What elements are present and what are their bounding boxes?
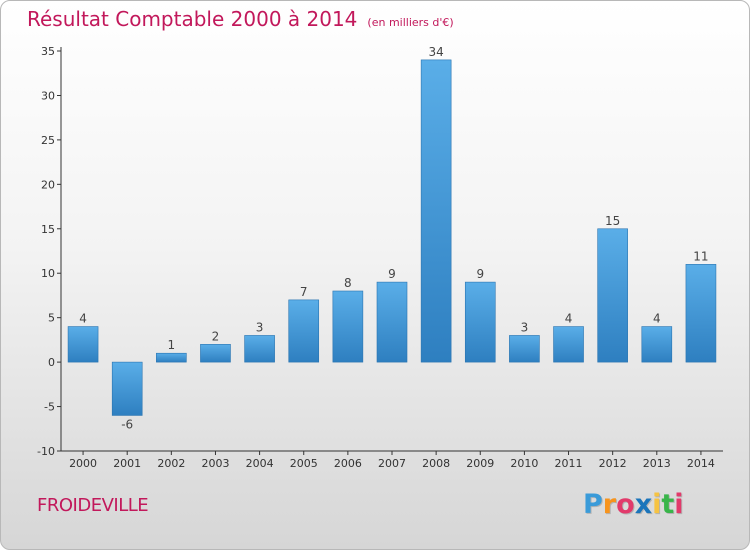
bar [156, 352, 187, 363]
x-tick-label: 2012 [599, 457, 627, 470]
x-tick-label: 2003 [201, 457, 229, 470]
y-axis: -10 -5 0 5 10 15 20 25 30 35 [37, 45, 62, 458]
data-label: -6 [121, 417, 133, 431]
data-label: 1 [168, 338, 176, 352]
data-label: 3 [256, 320, 264, 334]
y-tick-label: 10 [41, 267, 55, 280]
commune-name: FROIDEVILLE [37, 495, 149, 516]
chart-subtitle: (en milliers d'€) [367, 16, 454, 29]
y-tick-label: 0 [48, 356, 55, 369]
bar [332, 290, 364, 363]
bar [509, 335, 540, 363]
bar [420, 59, 452, 363]
x-tick-label: 2005 [290, 457, 318, 470]
data-label: 4 [653, 312, 661, 326]
x-tick-label: 2011 [555, 457, 583, 470]
logo-letter: r [602, 489, 617, 520]
bar [288, 299, 320, 363]
x-tick-label: 2000 [69, 457, 97, 470]
x-tick-label: 2006 [334, 457, 362, 470]
data-label: 4 [79, 312, 87, 326]
chart-title: Résultat Comptable 2000 à 2014 (en millie… [27, 7, 454, 31]
logo-letter: P [583, 489, 603, 520]
logo-letter: x [634, 489, 653, 520]
logo-letter: i [674, 489, 684, 520]
data-label: 11 [693, 249, 708, 263]
bar [376, 281, 408, 363]
data-label: 15 [605, 214, 620, 228]
y-tick-label: -10 [37, 445, 55, 458]
x-tick-label: 2014 [687, 457, 715, 470]
x-tick-label: 2002 [157, 457, 185, 470]
data-label: 3 [521, 320, 529, 334]
logo-letter: t [661, 489, 675, 520]
x-tick-label: 2004 [246, 457, 274, 470]
y-tick-label: 5 [48, 312, 55, 325]
bar [641, 326, 673, 363]
bar [597, 228, 628, 363]
data-label: 7 [300, 285, 308, 299]
x-tick-label: 2007 [378, 457, 406, 470]
data-label: 4 [565, 312, 573, 326]
proxiti-logo[interactable]: Proxiti [583, 489, 684, 520]
data-label: 8 [344, 276, 352, 290]
data-label: 34 [428, 45, 443, 59]
x-axis: 2000 2001 2002 2003 2004 2005 2006 2007 2008 2009… [61, 450, 723, 470]
bar [111, 361, 143, 416]
data-label: 9 [388, 267, 396, 281]
x-tick-label: 2010 [510, 457, 538, 470]
y-tick-label: 25 [41, 134, 55, 147]
bar [553, 326, 584, 363]
x-tick-label: 2008 [422, 457, 450, 470]
bar [200, 344, 231, 363]
y-tick-label: 30 [41, 89, 55, 102]
data-label: 9 [476, 267, 484, 281]
bar [464, 281, 496, 363]
y-tick-label: 15 [41, 223, 55, 236]
x-tick-label: 2009 [466, 457, 494, 470]
bar-series [67, 59, 717, 416]
bar [685, 264, 717, 363]
x-tick-label: 2013 [643, 457, 671, 470]
y-tick-label: 35 [41, 45, 55, 58]
chart-title-text: Résultat Comptable 2000 à 2014 [27, 7, 358, 31]
y-tick-label: -5 [44, 401, 55, 414]
x-tick-label: 2001 [113, 457, 141, 470]
logo-letter: i [652, 489, 662, 520]
data-label: 2 [212, 329, 220, 343]
y-tick-label: 20 [41, 178, 55, 191]
logo-letter: o [616, 489, 635, 520]
bar [67, 326, 99, 363]
bar [244, 335, 275, 363]
